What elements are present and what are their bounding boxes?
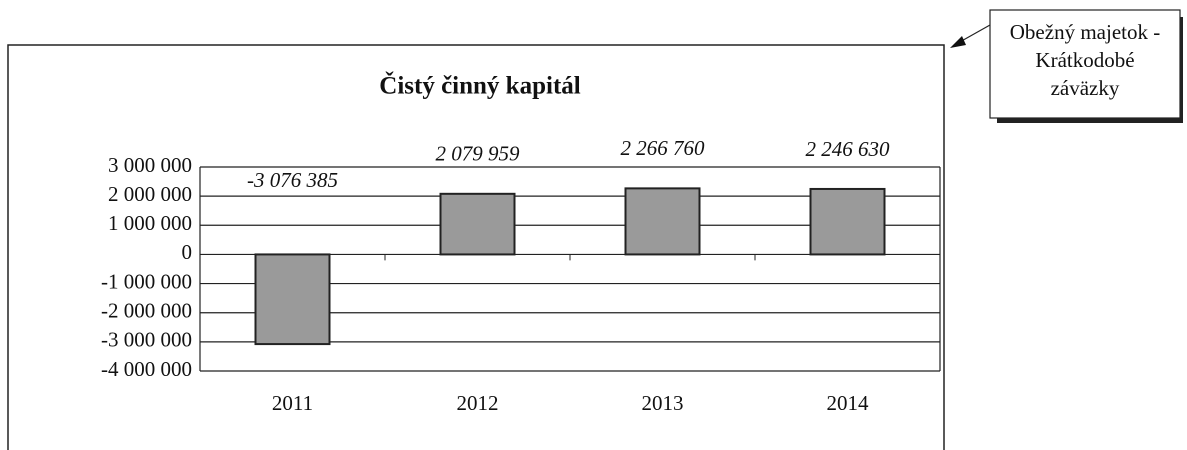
data-label: -3 076 385 (247, 168, 338, 192)
x-tick-label: 2014 (827, 391, 870, 415)
bar (439, 192, 516, 256)
callout-text: Obežný majetok - (1010, 20, 1160, 44)
x-tick-label: 2013 (642, 391, 684, 415)
data-label: 2 246 630 (806, 137, 891, 161)
callout-text: záväzky (1051, 76, 1120, 100)
y-tick-label: 1 000 000 (108, 211, 192, 235)
bar (624, 187, 701, 256)
y-tick-label: -2 000 000 (101, 299, 192, 323)
y-tick-label: 3 000 000 (108, 153, 192, 177)
data-label: 2 079 959 (436, 142, 521, 166)
callout-text: Krátkodobé (1035, 48, 1134, 72)
chart-frame (7, 44, 945, 450)
y-tick-label: -4 000 000 (101, 357, 192, 381)
y-tick-label: -3 000 000 (101, 328, 192, 352)
bar (254, 253, 331, 346)
chart-title: Čistý činný kapitál (379, 71, 580, 100)
y-tick-label: -1 000 000 (101, 269, 192, 293)
x-tick-label: 2011 (272, 391, 313, 415)
y-tick-label: 2 000 000 (108, 182, 192, 206)
callout-box (989, 9, 1181, 119)
callout-arrowhead (950, 36, 966, 48)
x-tick-label: 2012 (457, 391, 499, 415)
bar (809, 187, 886, 256)
y-tick-label: 0 (182, 240, 193, 264)
data-label: 2 266 760 (621, 136, 706, 160)
